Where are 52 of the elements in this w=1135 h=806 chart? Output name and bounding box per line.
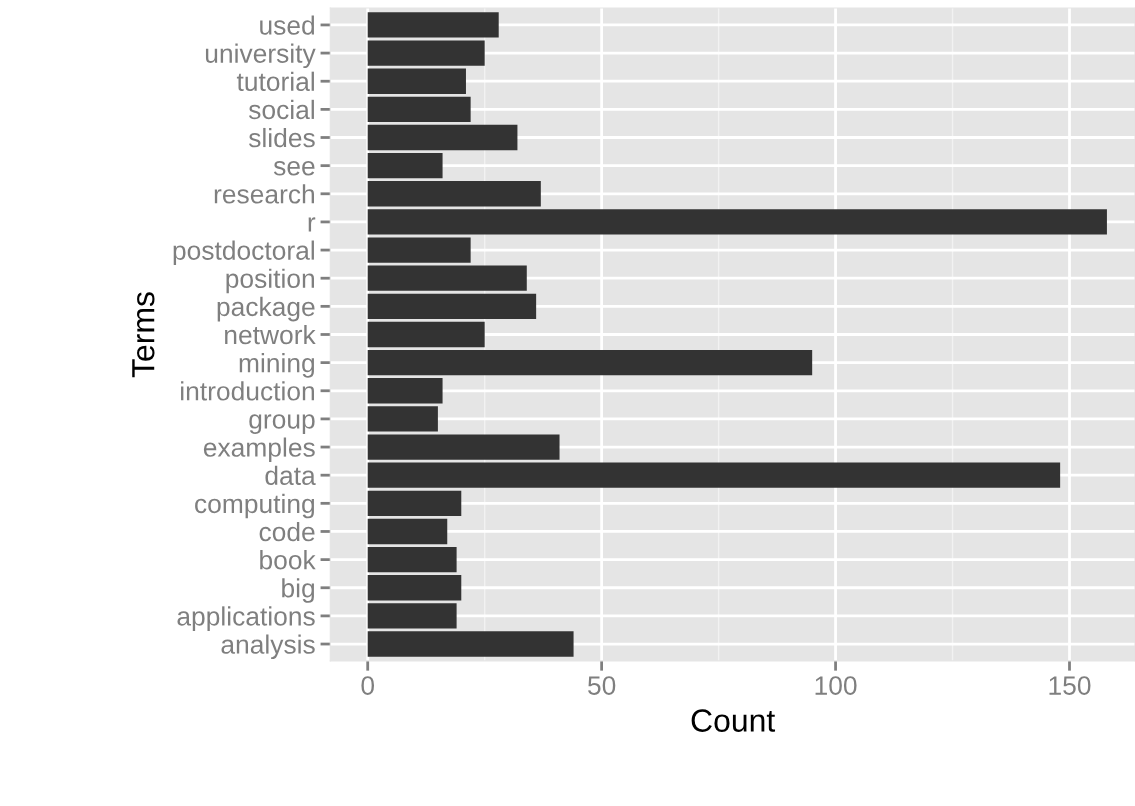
y-tick-label: data (265, 465, 316, 486)
bar (367, 349, 813, 376)
y-tick-label: computing (195, 493, 315, 519)
bar (367, 321, 485, 348)
y-tick-label: tutorial (236, 71, 314, 92)
bar (367, 546, 457, 573)
y-tick-label: introduction (181, 381, 314, 401)
y-tick-label: social (248, 99, 314, 120)
bar (367, 575, 462, 601)
x-tick-label: 50 (588, 676, 616, 695)
x-tick-label: 0 (361, 676, 375, 695)
bar (367, 378, 443, 404)
bar (367, 406, 438, 432)
y-tick-label: network (225, 324, 316, 345)
y-tick-label: applications (177, 606, 315, 631)
bar (367, 631, 574, 657)
y-tick-label: mining (239, 353, 315, 378)
bar (367, 12, 499, 38)
bar (367, 265, 527, 291)
bar (367, 293, 537, 320)
bar (367, 96, 471, 123)
y-tick-label: position (226, 268, 314, 294)
y-tick-label: university (205, 43, 316, 69)
y-tick-label: postdoctoral (173, 240, 314, 266)
bar (367, 181, 541, 207)
bar (367, 209, 1107, 235)
y-tick-label: examples (203, 437, 315, 463)
bar (367, 490, 462, 516)
bar (367, 68, 466, 94)
y-tick-label: code (259, 521, 315, 542)
bar (367, 462, 1061, 488)
y-tick-label: group (249, 414, 315, 434)
bar (367, 434, 560, 460)
y-tick-label: big (282, 578, 314, 603)
y-tick-label: slides (248, 127, 315, 148)
bar (367, 237, 471, 263)
bar (367, 603, 457, 629)
y-tick-label: research (214, 184, 314, 204)
bar (367, 40, 485, 66)
y-tick-label: r (308, 217, 316, 232)
y-tick-label: package (217, 296, 315, 322)
y-tick-label: analysis (221, 634, 315, 660)
x-tick-label: 100 (815, 676, 857, 695)
bar (367, 518, 448, 545)
x-tick-label: 150 (1049, 676, 1091, 695)
bar (367, 124, 518, 151)
bar (367, 152, 443, 179)
x-axis-title: Count (691, 709, 776, 732)
y-tick-label: book (260, 550, 316, 570)
y-tick-label: used (260, 15, 315, 35)
y-axis-title: Terms (132, 292, 155, 378)
y-tick-label: see (273, 161, 315, 176)
